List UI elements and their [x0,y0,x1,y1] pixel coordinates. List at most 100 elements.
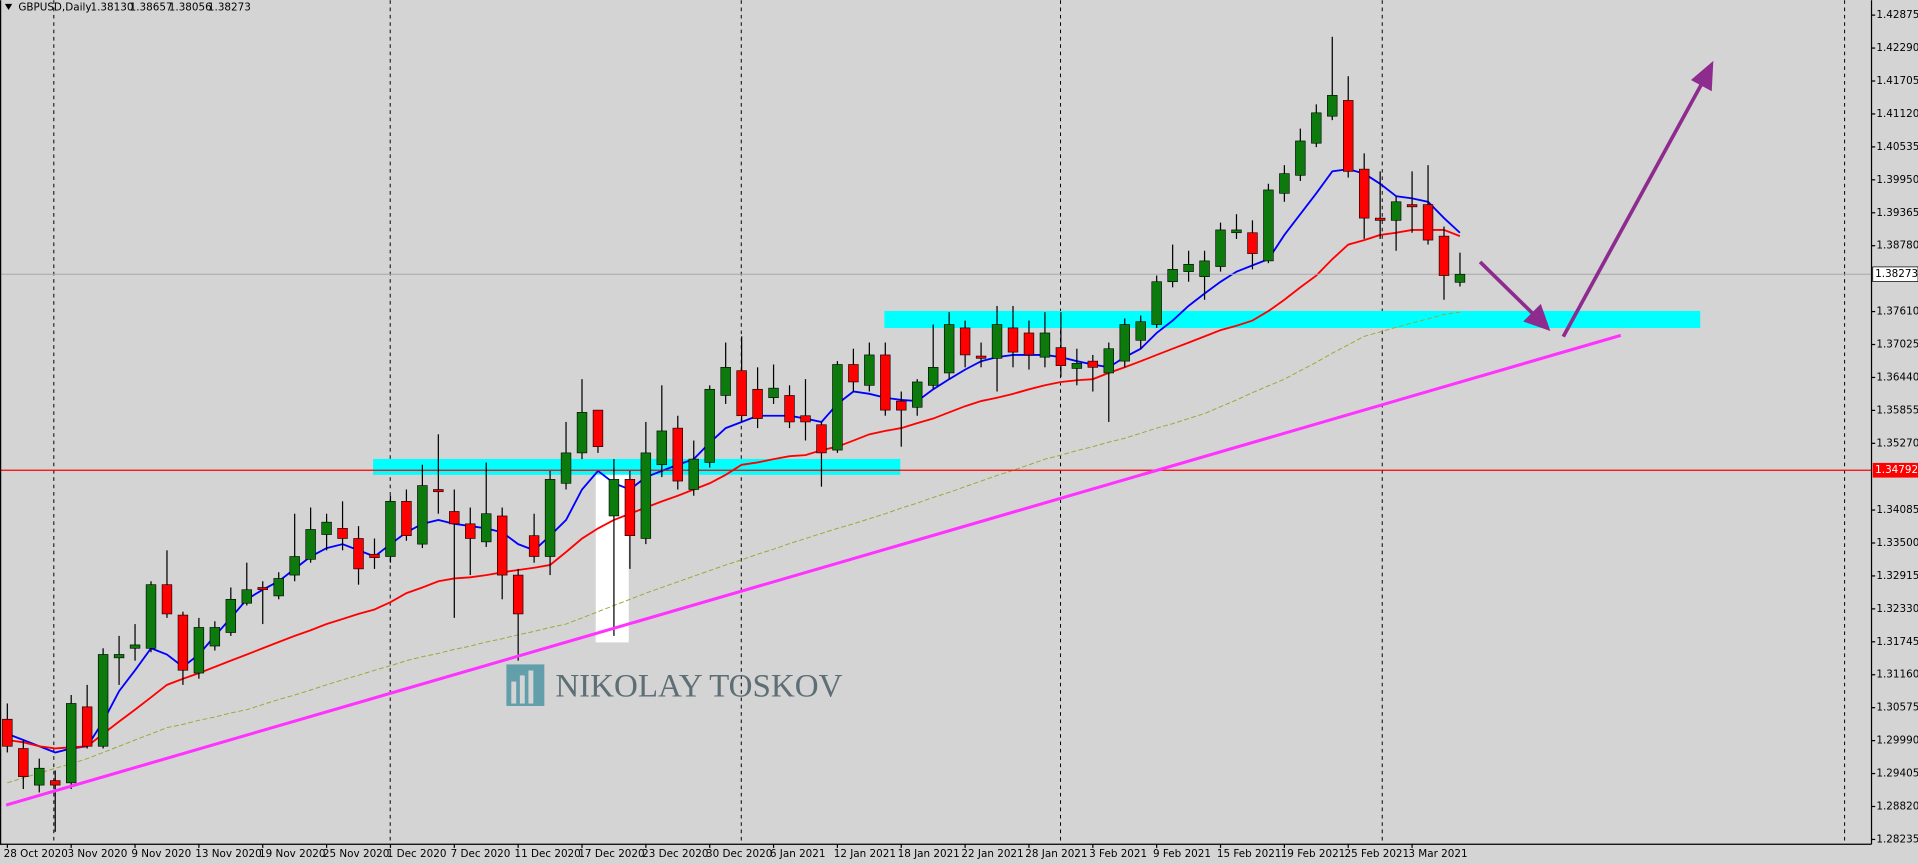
under-layer [0,168,1872,784]
candle-up [1215,229,1226,267]
candle-up [241,589,252,604]
candle-up [544,479,556,557]
candle-up [1039,332,1051,358]
y-tick-label: 1.37025 [1876,339,1918,351]
candle-up [34,767,45,786]
y-tick-label: 1.28820 [1876,800,1918,812]
candle-up [321,521,332,535]
arrows [1478,60,1714,338]
candle-down [1422,204,1434,241]
candle-up [912,381,923,408]
candle-down [592,409,604,448]
candle-down [1374,217,1386,221]
candle-up [1135,321,1146,341]
x-tick-label: 30 Dec 2020 [706,848,772,860]
x-tick-label: 9 Nov 2020 [131,848,191,860]
x-tick-label: 23 Dec 2020 [642,848,708,860]
x-tick-label: 6 Jan 2021 [770,848,826,860]
y-tick-label: 1.35270 [1876,437,1918,449]
arrow-up [1561,78,1706,338]
candle-up [1231,229,1242,234]
candle-down [1007,327,1019,353]
candle-up [193,627,205,674]
candle-up [1183,263,1194,272]
x-tick-label: 3 Nov 2020 [68,848,128,860]
candle-down [848,364,859,383]
candle-down [1438,235,1450,276]
candle-up [1311,112,1322,144]
candle-up [289,556,300,576]
candle-up [576,412,588,454]
candle-down [1055,347,1067,366]
y-tick-label: 1.38780 [1876,240,1918,252]
header-open: 1.38130 [91,2,134,14]
candle-down [496,515,508,576]
candle-up [1263,189,1274,262]
candle-down [401,501,412,536]
x-tick-label: 17 Dec 2020 [578,848,644,860]
chart-title: GBPUSD,Daily [18,2,91,14]
candle-up [1071,363,1083,369]
x-tick-label: 18 Jan 2021 [898,848,960,860]
candle-up [1327,95,1338,117]
x-tick-label: 12 Jan 2021 [834,848,896,860]
level-label-bg [1872,462,1918,478]
candle-up [1167,269,1178,283]
candle-up [640,452,652,539]
plot-layer [2,36,1466,832]
candle-up [145,584,157,649]
candle-up [1390,201,1402,221]
candle-up [1151,281,1162,325]
candle-down [672,427,683,482]
candle-up [688,458,699,490]
candle-down [1087,360,1099,368]
candle-up [832,364,843,451]
candle-down [736,370,747,417]
x-tick-label: 19 Nov 2020 [259,848,325,860]
watermark-text: NIKOLAY TOSKOV [555,668,842,704]
candle-up [481,513,492,543]
candle-up [943,324,955,374]
candle-down [81,706,93,747]
candle-up [1103,348,1114,374]
arrow-down [1478,260,1538,319]
candle-down [512,574,524,615]
header-high: 1.38657 [130,2,173,14]
y-tick-label: 1.36440 [1876,371,1918,383]
candle-up [927,367,939,386]
x-tick-label: 3 Mar 2021 [1408,848,1467,860]
candle-down [1343,100,1354,172]
arrow-head [1523,303,1551,332]
candle-up [225,598,237,633]
x-tick-label: 22 Jan 2021 [961,848,1023,860]
candle-down [433,489,444,493]
y-tick-label: 1.35855 [1876,404,1918,416]
candle-down [449,511,460,525]
x-tick-label: 28 Jan 2021 [1025,848,1087,860]
y-tick-label: 1.32330 [1876,603,1918,615]
candle-down [880,354,891,411]
level-label: 1.34792 [1875,464,1918,476]
y-tick-label: 1.40535 [1876,141,1918,153]
x-tick-label: 11 Dec 2020 [514,848,580,860]
x-tick-label: 15 Feb 2021 [1217,848,1282,860]
x-tick-label: 3 Feb 2021 [1089,848,1147,860]
candle-up [864,354,875,386]
candle-down [161,584,173,615]
x-tick-label: 1 Dec 2020 [387,848,447,860]
candle-up [1279,173,1290,194]
header-icon [4,3,13,10]
arrow-head [1690,60,1714,92]
candle-up [1119,324,1130,362]
candle-up [704,388,715,463]
candle-up [65,703,77,784]
candle-up [129,644,141,649]
candle-down [257,587,268,591]
candle-up [113,654,125,659]
y-tick-label: 1.32915 [1876,570,1918,582]
y-tick-label: 1.41705 [1876,75,1918,87]
candle-up [1454,273,1466,283]
candle-down [959,327,971,356]
y-tick-label: 1.39365 [1876,207,1918,219]
